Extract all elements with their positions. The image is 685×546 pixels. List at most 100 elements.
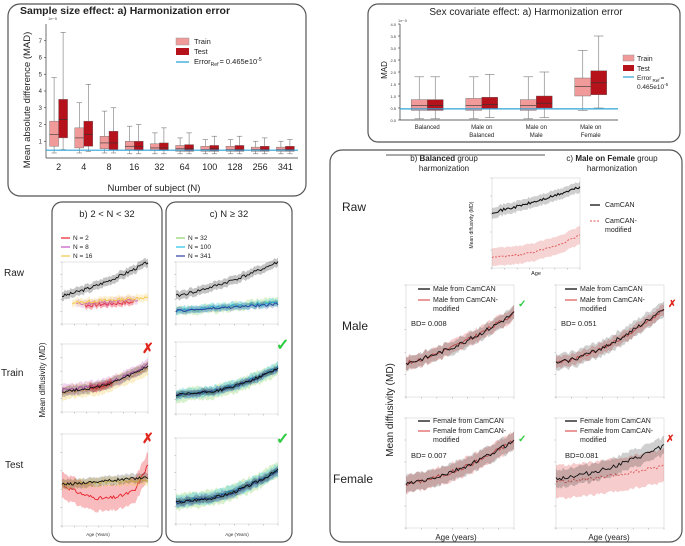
- y-tick-label: 2: [39, 123, 43, 129]
- n2-band: [84, 298, 134, 310]
- legend-n32-label: N = 32: [188, 235, 208, 242]
- bd-female-bal: BD= 0.007: [411, 451, 447, 460]
- reference-band: [176, 465, 278, 507]
- raw-xlabel: Age: [531, 271, 541, 277]
- reference-band: [176, 257, 278, 301]
- y-tick-label: 4.0: [390, 22, 396, 27]
- n2-line: [61, 464, 149, 501]
- mini-plot-frame: [175, 437, 279, 525]
- n2-band: [89, 377, 113, 393]
- legend-train-swatch: [175, 37, 190, 46]
- panel-d-frame: [367, 3, 681, 143]
- mini-plot-frame: [175, 341, 279, 415]
- raw-ylabel: Mean diffusivity (MD): [469, 201, 475, 248]
- mini-line-charts-right: [404, 177, 665, 530]
- y-tick-label: 7: [39, 39, 43, 45]
- row-label-male: Male: [342, 319, 368, 333]
- legend-female-bal-mod-label-2: modified: [433, 437, 460, 444]
- reference-band: [62, 361, 148, 398]
- n100-band: [176, 463, 278, 509]
- panel-e-title-c-line2: harmonization: [587, 164, 637, 173]
- box-test: [427, 99, 444, 111]
- legend-test-label: Test: [194, 47, 209, 56]
- camcan-mod-line: [555, 309, 665, 364]
- camcan-line: [405, 311, 515, 366]
- legend-ref-label: ErrorRef= 0.465e10-5: [194, 57, 262, 68]
- panel-d-title: Sex covariate effect: a) Harmonization e…: [429, 7, 623, 18]
- n16-line: [61, 367, 149, 395]
- y-tick-label: 0.5: [390, 106, 396, 111]
- female-bal-xlabel: Age (years): [435, 533, 477, 542]
- legend-female-mof-mod-label-2: modified: [580, 437, 607, 444]
- panel-a-sci: 1e−5: [48, 16, 58, 21]
- box-test: [481, 96, 498, 110]
- panel-b-xlabel: Age (Years): [86, 532, 110, 537]
- box-test: [159, 142, 169, 151]
- legend-train-label: Train: [194, 37, 211, 46]
- reference-line: [61, 476, 149, 486]
- row-label-female: Female: [333, 472, 373, 486]
- box-train: [99, 136, 110, 149]
- sample-size-boxplot: 1 2 3 4 5 6 7 2 4 8 16 32 64 100 128 256 341: [39, 24, 298, 172]
- panel-c-title: c) N ≥ 32: [210, 209, 248, 220]
- camcan-band: [556, 301, 664, 372]
- cross-icon-female-mof: ✗: [666, 434, 674, 445]
- panel-b-title: b) 2 < N < 32: [79, 209, 134, 220]
- y-tick-label: 3.5: [390, 34, 396, 39]
- legend-male-mof-mod-label: Male from CamCAN-: [580, 297, 646, 304]
- camcan-band: [406, 305, 514, 372]
- panel-d-ylabel: MAD: [380, 61, 389, 79]
- box-test: [285, 146, 295, 152]
- legend-d-ref-value: 0.465e10-5: [637, 82, 669, 91]
- y-tick-label: 6: [39, 56, 43, 62]
- panel-a-xlabel: Number of subject (N): [108, 183, 201, 194]
- n8-band: [62, 358, 148, 397]
- legend-male-bal-mod-label-2: modified: [433, 306, 460, 313]
- bd-male-bal: BD= 0.008: [411, 319, 447, 328]
- camcan-mod-line: [555, 463, 665, 484]
- legend-n341-label: N = 341: [188, 253, 211, 260]
- mini-plot-frame: [555, 284, 665, 398]
- box-test: [536, 95, 553, 109]
- x-tick-label: 100: [202, 162, 217, 172]
- camcan-mod-line: [491, 234, 581, 259]
- box-test: [184, 144, 194, 152]
- box-test: [260, 146, 270, 152]
- check-icon-male-bal: ✓: [518, 299, 526, 310]
- n100-line: [175, 469, 279, 503]
- panel-b-frame: [51, 201, 163, 543]
- y-tick-label: 3.0: [390, 46, 396, 51]
- legend-camcan-mod-label-2: modified: [605, 227, 632, 234]
- check-icon-test: ✓: [276, 431, 289, 448]
- x-tick-label: Male: [530, 133, 544, 139]
- panel-a-ylabel: Mean absolute difference (MAD): [22, 32, 33, 169]
- x-tick-label: 16: [129, 162, 139, 172]
- legend-female-mof-mod-label: Female from CamCAN-: [580, 428, 654, 435]
- legend-female-bal-mod-label: Female from CamCAN-: [433, 428, 507, 435]
- x-tick-label: 128: [227, 162, 242, 172]
- box-train: [574, 77, 591, 97]
- legend-d-ref-label: ErrorRef=: [637, 75, 664, 83]
- n341-line: [175, 302, 279, 313]
- reference-line: [175, 261, 279, 298]
- n341-band: [176, 364, 278, 400]
- x-tick-label: Balanced: [469, 133, 494, 139]
- bd-female-mof: BD=0.081: [565, 451, 599, 460]
- row-label-test: Test: [5, 460, 24, 471]
- panel-c-frame: [165, 201, 293, 543]
- mini-plot-frame: [61, 433, 149, 527]
- camcan-mod-band: [492, 225, 580, 267]
- female-mof-xlabel: Age (years): [588, 533, 630, 542]
- x-tick-label: Female: [581, 133, 602, 139]
- check-icon-female-bal: ✓: [518, 434, 526, 445]
- x-tick-label: 256: [253, 162, 268, 172]
- camcan-mod-band: [556, 304, 664, 369]
- box-test: [209, 145, 220, 152]
- legend-d-test-label: Test: [637, 66, 650, 73]
- mini-plot-frame: [175, 261, 279, 325]
- panel-a-title: Sample size effect: a) Harmonization err…: [20, 5, 230, 17]
- legend-male-bal-mod-label: Male from CamCAN-: [433, 297, 499, 304]
- y-tick-label: 5: [39, 72, 43, 78]
- legend-female-mof-label: Female from CamCAN: [580, 418, 651, 425]
- mini-line-charts-left: [60, 257, 279, 528]
